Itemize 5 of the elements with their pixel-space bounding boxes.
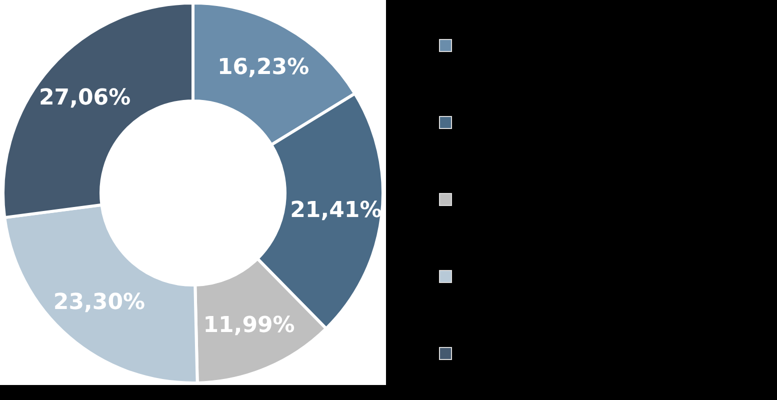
data-label: 21,41% [290, 198, 382, 223]
data-label: 23,30% [53, 290, 146, 315]
data-label: 11,99% [203, 313, 295, 338]
data-label: 16,23% [217, 54, 310, 80]
data-label: 27,06% [38, 85, 131, 110]
